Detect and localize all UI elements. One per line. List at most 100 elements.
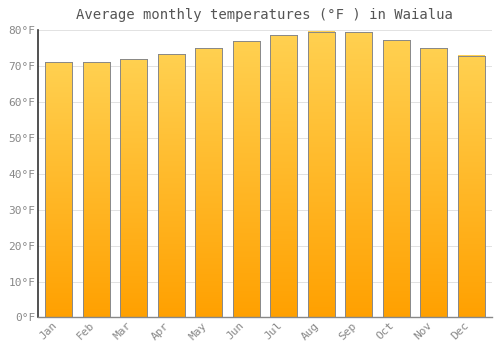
Bar	[270, 281, 297, 282]
Bar	[420, 216, 447, 218]
Bar	[382, 175, 409, 176]
Bar	[45, 90, 72, 92]
Bar	[345, 128, 372, 129]
Bar	[345, 145, 372, 146]
Bar	[458, 99, 484, 100]
Bar	[45, 124, 72, 125]
Bar	[158, 228, 184, 229]
Bar	[420, 235, 447, 237]
Bar	[308, 265, 334, 266]
Bar	[458, 152, 484, 154]
Bar	[420, 208, 447, 210]
Bar	[158, 127, 184, 129]
Bar	[382, 85, 409, 86]
Bar	[82, 136, 110, 138]
Bar	[195, 170, 222, 172]
Bar	[458, 272, 484, 273]
Bar	[232, 293, 260, 294]
Bar	[382, 244, 409, 245]
Bar	[232, 272, 260, 273]
Bar	[270, 248, 297, 250]
Bar	[195, 146, 222, 147]
Bar	[120, 116, 147, 117]
Bar	[82, 80, 110, 82]
Bar	[232, 244, 260, 246]
Bar	[382, 108, 409, 110]
Bar	[308, 309, 334, 310]
Bar	[308, 33, 334, 34]
Bar	[158, 287, 184, 288]
Bar	[120, 276, 147, 278]
Bar	[345, 282, 372, 283]
Bar	[158, 105, 184, 106]
Bar	[308, 136, 334, 137]
Bar	[382, 157, 409, 158]
Bar	[82, 155, 110, 157]
Bar	[382, 60, 409, 61]
Bar	[308, 110, 334, 112]
Bar	[270, 193, 297, 195]
Bar	[158, 195, 184, 196]
Bar	[270, 40, 297, 41]
Bar	[345, 86, 372, 88]
Bar	[195, 144, 222, 145]
Bar	[270, 131, 297, 133]
Bar	[345, 259, 372, 260]
Bar	[232, 222, 260, 223]
Bar	[82, 241, 110, 242]
Bar	[195, 199, 222, 200]
Bar	[232, 45, 260, 47]
Bar	[195, 181, 222, 183]
Bar	[82, 199, 110, 200]
Bar	[458, 167, 484, 168]
Bar	[308, 180, 334, 182]
Bar	[382, 305, 409, 306]
Bar	[120, 111, 147, 112]
Bar	[195, 212, 222, 214]
Bar	[158, 180, 184, 182]
Bar	[195, 232, 222, 234]
Bar	[420, 309, 447, 311]
Bar	[82, 189, 110, 190]
Bar	[82, 145, 110, 147]
Bar	[195, 204, 222, 205]
Bar	[458, 76, 484, 78]
Bar	[382, 286, 409, 287]
Bar	[195, 49, 222, 50]
Bar	[120, 126, 147, 127]
Bar	[308, 129, 334, 130]
Bar	[458, 117, 484, 118]
Bar	[458, 166, 484, 167]
Bar	[308, 191, 334, 193]
Bar	[45, 180, 72, 181]
Bar	[308, 66, 334, 67]
Bar	[458, 199, 484, 201]
Bar	[308, 282, 334, 283]
Bar	[158, 189, 184, 191]
Bar	[120, 217, 147, 218]
Bar	[82, 315, 110, 316]
Bar	[308, 169, 334, 170]
Bar	[82, 135, 110, 136]
Bar	[382, 133, 409, 135]
Bar	[420, 180, 447, 181]
Bar	[158, 162, 184, 163]
Bar	[270, 48, 297, 50]
Bar	[232, 153, 260, 154]
Bar	[195, 216, 222, 218]
Bar	[382, 136, 409, 138]
Bar	[158, 164, 184, 166]
Bar	[232, 280, 260, 281]
Bar	[158, 197, 184, 199]
Bar	[195, 272, 222, 273]
Bar	[458, 120, 484, 121]
Bar	[382, 251, 409, 252]
Bar	[45, 306, 72, 307]
Bar	[420, 238, 447, 239]
Bar	[45, 181, 72, 182]
Bar	[420, 80, 447, 82]
Bar	[195, 220, 222, 222]
Bar	[158, 292, 184, 294]
Bar	[458, 83, 484, 84]
Bar	[420, 204, 447, 205]
